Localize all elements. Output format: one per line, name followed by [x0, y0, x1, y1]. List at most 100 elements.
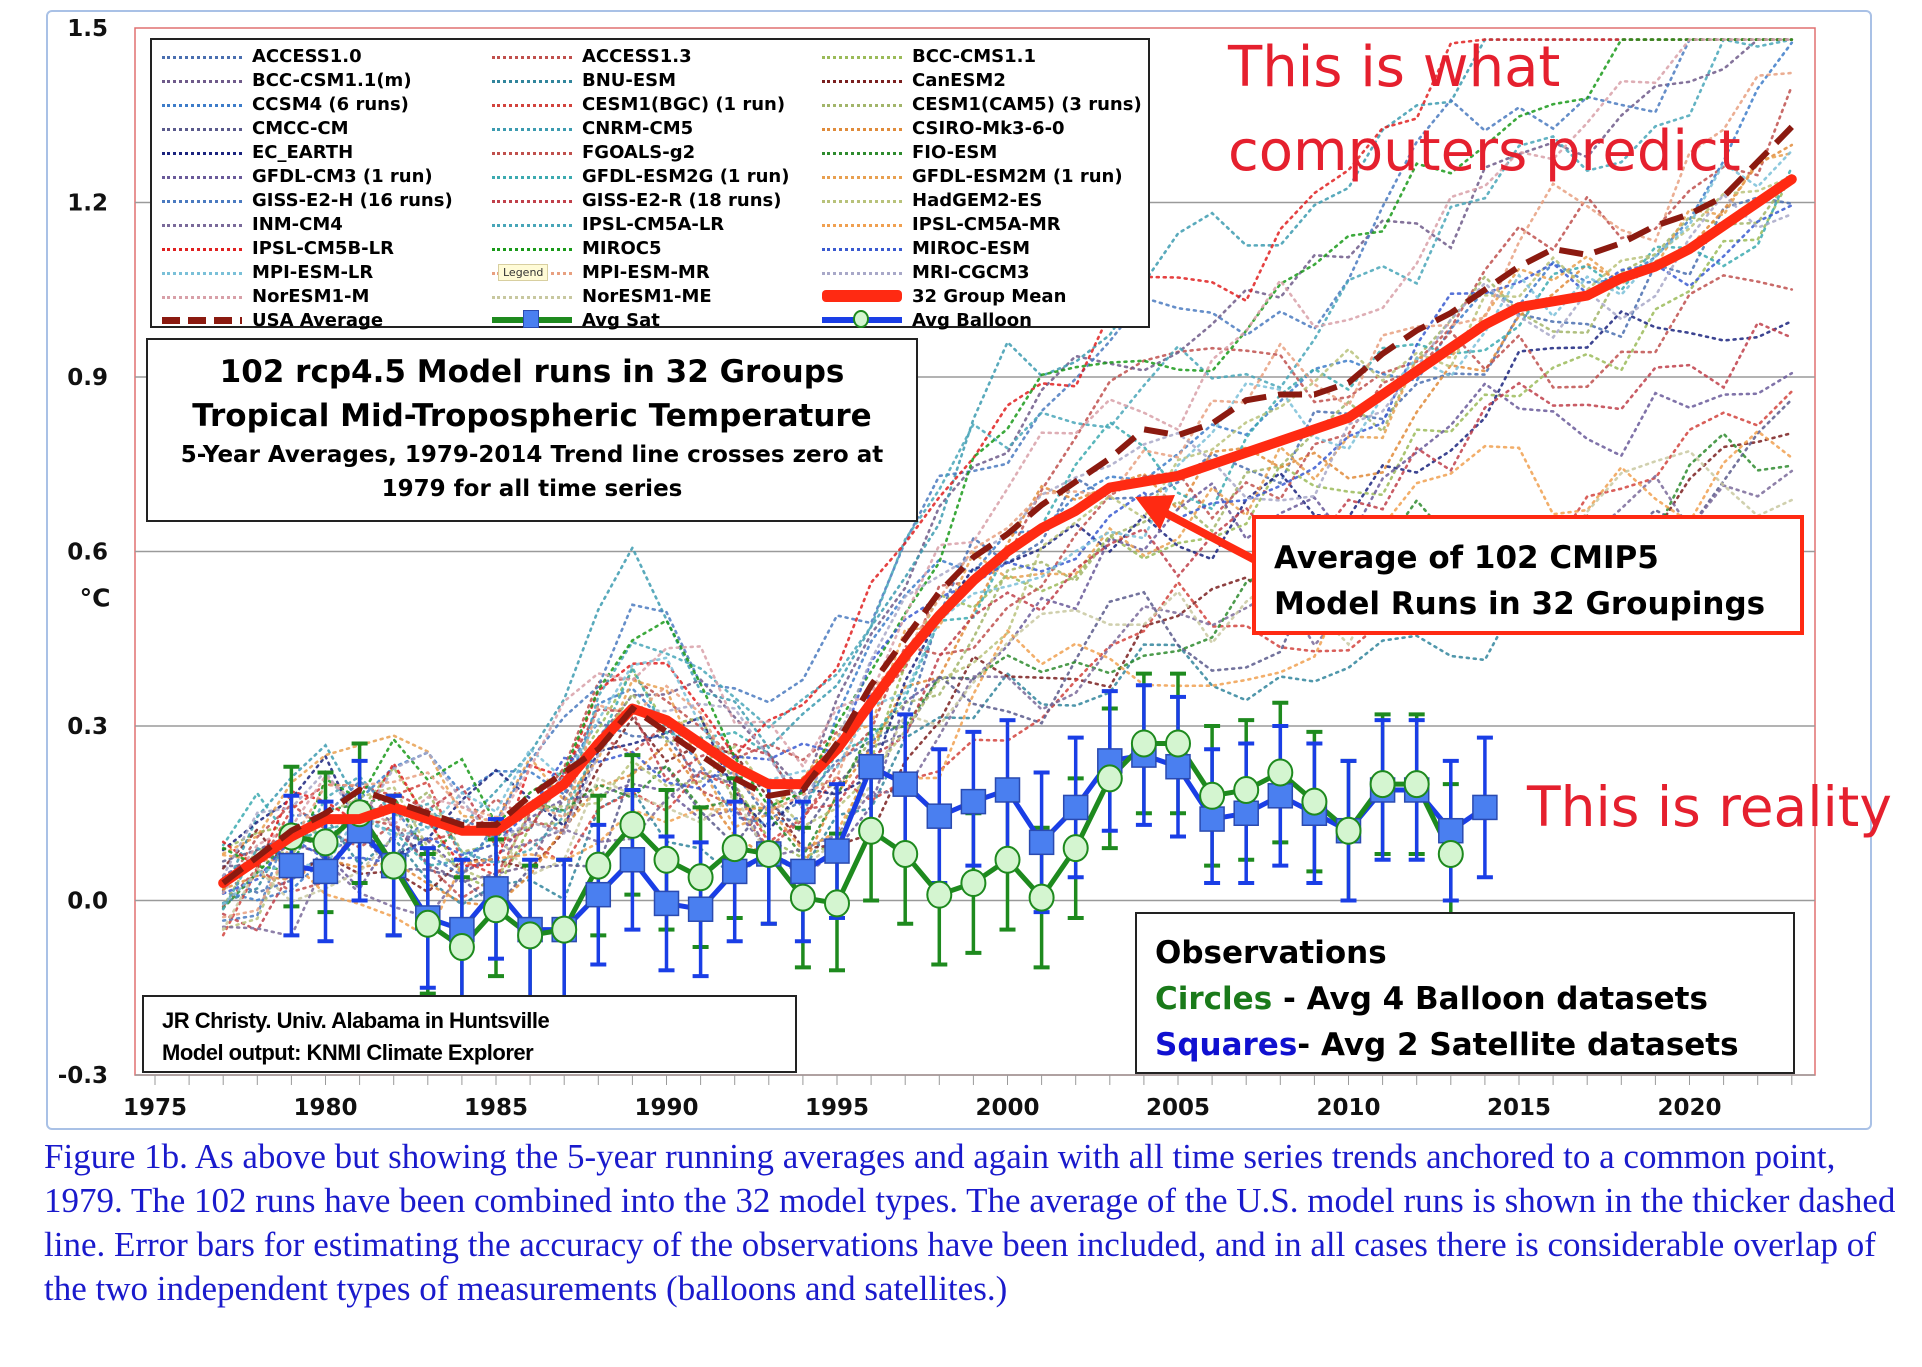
balloon-marker	[619, 810, 646, 839]
model-run-line	[221, 38, 1794, 873]
cmip5-annotation-box: Average of 102 CMIP5 Model Runs in 32 Gr…	[1252, 515, 1804, 635]
y-tick-label: 0.9	[67, 365, 108, 391]
chart-svg: 1.5 1.2 0.9 0.6 0.3 0.0 -0.3 °C 1975 1980 1985 1990…	[58, 16, 1816, 1121]
cmip5-line2: Model Runs in 32 Groupings	[1274, 586, 1766, 622]
legend-item: Avg Balloon	[822, 308, 1152, 332]
model-run-line	[221, 274, 1794, 908]
balloon-marker	[858, 816, 885, 845]
circles-description: - Avg 4 Balloon datasets	[1272, 981, 1708, 1017]
legend-label: NorESM1-ME	[582, 285, 712, 307]
y-tick-label: 1.5	[67, 16, 108, 42]
model-run-line	[221, 38, 1794, 870]
satellite-marker	[960, 788, 987, 815]
satellite-marker	[1028, 829, 1055, 856]
legend-swatch	[822, 271, 902, 275]
legend-swatch	[822, 127, 902, 131]
satellite-marker	[1062, 794, 1089, 821]
satellite-marker	[619, 847, 646, 873]
legend-label: FIO-ESM	[912, 141, 998, 163]
balloon-marker	[312, 828, 339, 857]
legend-label: HadGEM2-ES	[912, 189, 1043, 211]
group-mean-line	[218, 174, 1797, 889]
satellite-marker	[687, 896, 714, 922]
legend-label: BNU-ESM	[582, 69, 677, 91]
legend-label: MPI-ESM-MR	[582, 261, 710, 283]
legend-swatch	[162, 151, 242, 155]
legend-swatch	[162, 175, 242, 179]
satellite-marker	[585, 881, 612, 908]
chart-subtitle-line4: 1979 for all time series	[381, 476, 683, 502]
model-run-line	[221, 71, 1794, 919]
usa-average-line	[221, 124, 1794, 886]
chart-title: 102 rcp4.5 Model runs in 32 Groups	[219, 354, 845, 390]
annotation-arrow-head	[1135, 495, 1175, 530]
legend-label: CCSM4 (6 runs)	[252, 93, 409, 115]
balloon-marker	[1301, 787, 1328, 816]
legend-swatch	[492, 151, 572, 155]
legend-label: EC_EARTH	[252, 141, 354, 163]
model-run-line	[221, 521, 1794, 906]
legend-label: IPSL-CM5B-LR	[252, 237, 394, 259]
balloon-marker	[483, 895, 509, 924]
satellite-marker	[1472, 794, 1498, 821]
balloon-marker	[721, 834, 748, 863]
satellite-marker	[926, 803, 953, 829]
satellite-marker	[1199, 806, 1225, 832]
model-run-line	[221, 173, 1794, 909]
legend-item: NorESM1-ME	[492, 284, 822, 308]
x-tick-label: 1985	[464, 1095, 528, 1121]
legend-swatch	[162, 223, 242, 227]
balloon-marker	[448, 933, 475, 962]
x-tick-label: 1990	[634, 1095, 698, 1121]
chart-subtitle-line3: 5-Year Averages, 1979-2014 Trend line cr…	[180, 442, 884, 468]
legend-label: CNRM-CM5	[582, 117, 694, 139]
legend-swatch	[492, 199, 572, 203]
legend-item: MIROC-ESM	[822, 236, 1152, 260]
observations-squares-line: Squares- Avg 2 Satellite datasets	[1155, 1022, 1775, 1068]
legend-item: CNRM-CM5	[492, 116, 822, 140]
legend-item: CESM1(CAM5) (3 runs)	[822, 92, 1152, 116]
legend-swatch	[162, 127, 242, 131]
legend-label: CanESM2	[912, 69, 1006, 91]
legend-item: INM-CM4	[162, 212, 492, 236]
legend-swatch	[822, 103, 902, 107]
credit-line2: Model output: KNMI Climate Explorer	[162, 1040, 534, 1065]
legend-label: GFDL-CM3 (1 run)	[252, 165, 433, 187]
legend-grid: ACCESS1.0 ACCESS1.3 BCC-CMS1.1 BCC-CSM1.1(m…	[162, 44, 1142, 332]
balloon-marker	[824, 889, 850, 918]
model-run-line	[221, 38, 1794, 922]
chart-title-box: 102 rcp4.5 Model runs in 32 Groups Tropi…	[146, 338, 918, 522]
annotation-predict: This is what computers predict	[1228, 26, 1741, 194]
legend-swatch	[822, 79, 902, 83]
legend-item: GFDL-ESM2M (1 run)	[822, 164, 1152, 188]
legend-item: USA Average	[162, 308, 492, 332]
legend-item: BNU-ESM	[492, 68, 822, 92]
legend-swatch	[822, 223, 902, 227]
credit-line1: JR Christy. Univ. Alabama in Huntsville	[162, 1008, 550, 1033]
legend-item: ACCESS1.0	[162, 44, 492, 68]
chart-subtitle: Tropical Mid-Tropospheric Temperature	[192, 398, 872, 434]
legend-label: CMCC-CM	[252, 117, 349, 139]
satellite-marker	[994, 777, 1021, 803]
model-run-line	[221, 371, 1794, 891]
model-run-line	[221, 429, 1794, 939]
legend-item: GFDL-ESM2G (1 run)	[492, 164, 822, 188]
legend-item: GFDL-CM3 (1 run)	[162, 164, 492, 188]
legend-item: FGOALS-g2	[492, 140, 822, 164]
legend-item: EC_EARTH	[162, 140, 492, 164]
legend-label: MRI-CGCM3	[912, 261, 1030, 283]
legend-swatch	[492, 79, 572, 83]
legend-swatch	[492, 175, 572, 179]
x-tick-label: 1975	[123, 1095, 187, 1121]
balloon-marker	[1028, 883, 1055, 912]
balloon-marker	[1403, 770, 1430, 799]
legend-label: ACCESS1.3	[582, 45, 692, 67]
circles-label: Circles	[1155, 981, 1273, 1017]
y-tick-label: 0.3	[67, 714, 108, 740]
model-run-line	[221, 149, 1794, 906]
squares-description: - Avg 2 Satellite datasets	[1297, 1027, 1739, 1063]
legend-label: Avg Balloon	[912, 309, 1032, 331]
legend-label: INM-CM4	[252, 213, 343, 235]
legend-swatch	[492, 223, 572, 227]
legend-label: GISS-E2-R (18 runs)	[582, 189, 782, 211]
